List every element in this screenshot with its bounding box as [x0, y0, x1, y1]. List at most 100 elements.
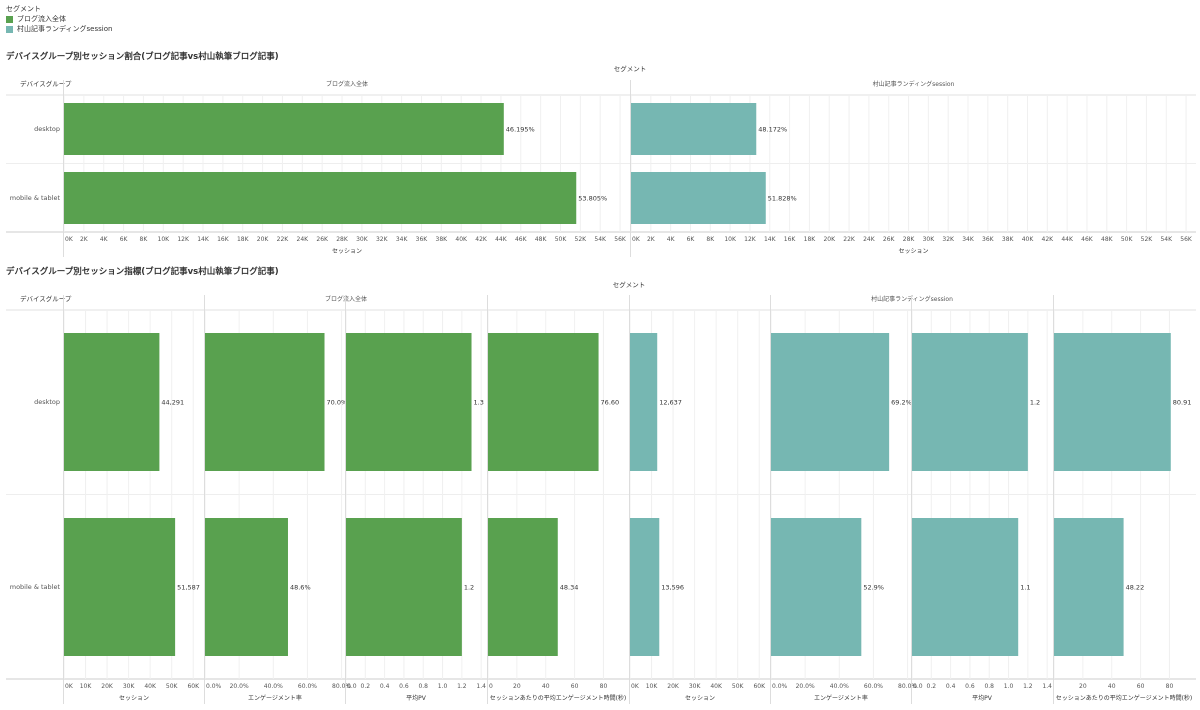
- x-axis-label: エンゲージメント率: [814, 694, 868, 702]
- tick-label: 10K: [646, 683, 659, 690]
- tick-label: 52K: [1141, 236, 1154, 243]
- tick-label: 30K: [689, 683, 702, 690]
- segment-subheader: ブログ流入全体: [326, 80, 368, 88]
- bar-value-label: 48.22: [1126, 584, 1145, 592]
- tick-label: 0.0: [347, 683, 357, 690]
- tick-label: 40.0%: [264, 683, 283, 690]
- tick-label: 80.0%: [898, 683, 917, 690]
- tick-label: 4K: [667, 236, 676, 243]
- bar: [64, 172, 577, 224]
- tick-label: 0.8: [418, 683, 428, 690]
- tick-label: 36K: [982, 236, 995, 243]
- row-header-label: デバイスグループ: [20, 294, 72, 303]
- tick-label: 6K: [120, 236, 129, 243]
- x-axis-label: セッション: [119, 695, 149, 702]
- tick-label: 0K: [65, 236, 74, 243]
- tick-label: 56K: [1180, 236, 1193, 243]
- category-label: desktop: [34, 125, 60, 133]
- tick-label: 1.4: [1042, 683, 1052, 690]
- legend-item-murayama[interactable]: 村山記事ランディングsession: [6, 24, 112, 34]
- bar: [488, 333, 599, 471]
- tick-label: 34K: [962, 236, 975, 243]
- tick-label: 1.0: [438, 683, 448, 690]
- bar: [64, 333, 160, 471]
- tick-label: 28K: [336, 236, 349, 243]
- tick-label: 1.4: [476, 683, 486, 690]
- bar-value-label: 1.2: [1030, 399, 1040, 407]
- legend-label: 村山記事ランディングsession: [17, 25, 113, 33]
- segment-subheader: 村山記事ランディングsession: [871, 295, 953, 303]
- bar-value-label: 13,596: [661, 584, 684, 592]
- segment-header-title: セグメント: [614, 64, 647, 73]
- tick-label: 12K: [177, 236, 190, 243]
- tick-label: 0.4: [946, 683, 956, 690]
- bar-value-label: 48.34: [560, 584, 579, 592]
- bar-value-label: 44,291: [161, 399, 184, 407]
- bar-value-label: 80.91: [1173, 399, 1192, 407]
- bar: [912, 518, 1019, 656]
- tick-label: 20K: [667, 683, 680, 690]
- tick-label: 28K: [903, 236, 916, 243]
- tick-label: 1.0: [1004, 683, 1014, 690]
- tick-label: 4K: [100, 236, 109, 243]
- tick-label: 0.0%: [206, 683, 222, 690]
- bar-value-label: 70.0%: [327, 399, 348, 407]
- tick-label: 14K: [197, 236, 210, 243]
- tick-label: 0.4: [380, 683, 390, 690]
- tick-label: 46K: [515, 236, 528, 243]
- bar-value-label: 48.172%: [758, 126, 787, 134]
- tick-label: 20K: [101, 683, 114, 690]
- tick-label: 24K: [297, 236, 310, 243]
- bar: [631, 103, 757, 155]
- tick-label: 10K: [724, 236, 737, 243]
- x-axis-label: エンゲージメント率: [248, 694, 302, 702]
- tick-label: 60.0%: [864, 683, 883, 690]
- tick-label: 50K: [732, 683, 745, 690]
- bar: [64, 103, 504, 155]
- legend-swatch: [6, 25, 13, 33]
- bar: [1054, 518, 1124, 656]
- tick-label: 56K: [614, 236, 627, 243]
- tick-label: 40K: [455, 236, 468, 243]
- bar: [630, 333, 658, 471]
- bar-value-label: 69.2%: [891, 399, 912, 407]
- tick-label: 30K: [923, 236, 936, 243]
- x-axis-label: セッションあたりの平均エンゲージメント時間(秒): [490, 694, 627, 702]
- bar-value-label: 52.9%: [863, 584, 884, 592]
- row-header-label: デバイスグループ: [20, 79, 72, 88]
- bar-value-label: 46.195%: [506, 126, 535, 134]
- tick-label: 24K: [863, 236, 876, 243]
- tick-label: 16K: [784, 236, 797, 243]
- x-axis-label: 平均PV: [406, 694, 427, 702]
- segment-subheader: 村山記事ランディングsession: [873, 80, 955, 88]
- legend-item-blog[interactable]: ブログ流入全体: [6, 14, 112, 24]
- tick-label: 26K: [883, 236, 896, 243]
- tick-label: 54K: [594, 236, 607, 243]
- tick-label: 10K: [158, 236, 171, 243]
- chart2-title: デバイスグループ別セッション指標(ブログ記事vs村山執筆ブログ記事): [6, 267, 279, 277]
- tick-label: 8K: [706, 236, 715, 243]
- bar: [1054, 333, 1171, 471]
- tick-label: 10K: [80, 683, 93, 690]
- x-axis-label: セッション: [898, 248, 928, 255]
- bar-value-label: 76.60: [601, 399, 620, 407]
- tick-label: 8K: [140, 236, 149, 243]
- tick-label: 40K: [710, 683, 723, 690]
- bar: [488, 518, 558, 656]
- tick-label: 60: [1137, 683, 1145, 690]
- tick-label: 0K: [631, 683, 640, 690]
- bar: [64, 518, 176, 656]
- tick-label: 36K: [416, 236, 429, 243]
- x-axis-label: セッションあたりの平均エンゲージメント時間(秒): [1056, 694, 1193, 702]
- legend-swatch: [6, 15, 13, 23]
- bar-value-label: 1.1: [1020, 584, 1030, 592]
- tick-label: 50K: [166, 683, 179, 690]
- tick-label: 54K: [1160, 236, 1173, 243]
- bar: [346, 518, 462, 656]
- tick-label: 32K: [376, 236, 389, 243]
- tick-label: 30K: [123, 683, 136, 690]
- tick-label: 18K: [237, 236, 250, 243]
- tick-label: 46K: [1081, 236, 1094, 243]
- tick-label: 6K: [687, 236, 696, 243]
- tick-label: 60K: [187, 683, 200, 690]
